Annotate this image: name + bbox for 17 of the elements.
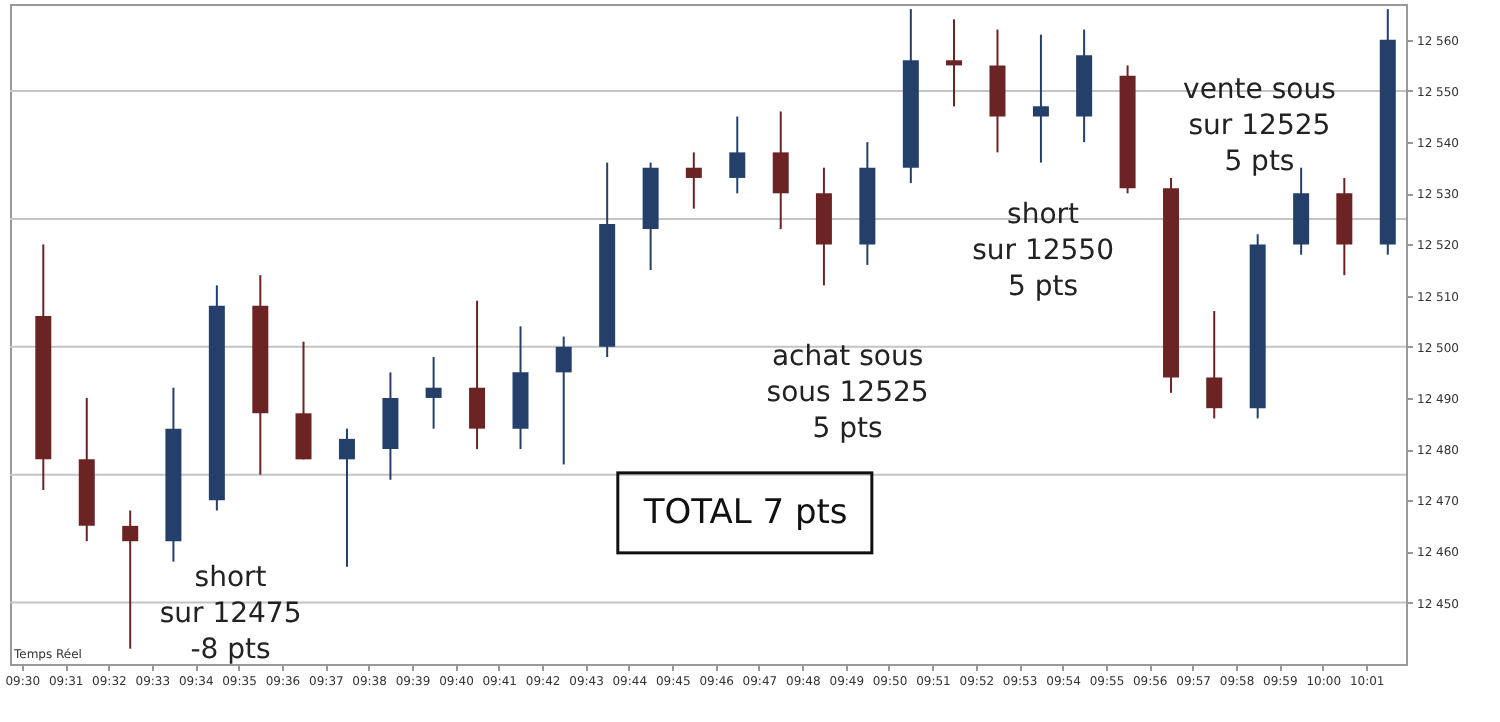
annotation: achat sous sous 12525 5 pts	[766, 341, 929, 446]
candlestick	[295, 340, 312, 461]
candlestick	[555, 335, 572, 466]
candlestick	[729, 115, 746, 195]
candlestick	[685, 151, 702, 210]
candlestick	[946, 18, 963, 108]
candlestick	[1206, 309, 1223, 420]
annotation: short sur 12550 5 pts	[972, 199, 1114, 304]
candlestick	[1032, 33, 1049, 164]
annotation: TOTAL 7 pts	[641, 492, 848, 533]
candlestick	[122, 509, 139, 650]
candlestick	[772, 110, 789, 231]
candlestick	[425, 356, 442, 430]
annotation: short sur 12475 -8 pts	[159, 562, 302, 667]
annotation: vente sous sur 12525 5 pts	[1183, 73, 1336, 178]
candlestick	[338, 427, 355, 568]
candlestick	[469, 299, 486, 451]
